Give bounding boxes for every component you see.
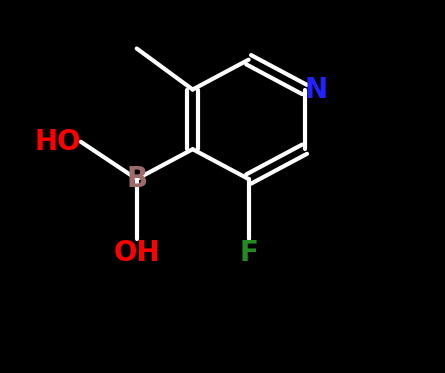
Text: F: F bbox=[239, 239, 258, 267]
Text: OH: OH bbox=[113, 239, 160, 267]
Text: N: N bbox=[304, 75, 328, 104]
Text: HO: HO bbox=[34, 128, 81, 156]
Text: B: B bbox=[126, 165, 147, 193]
